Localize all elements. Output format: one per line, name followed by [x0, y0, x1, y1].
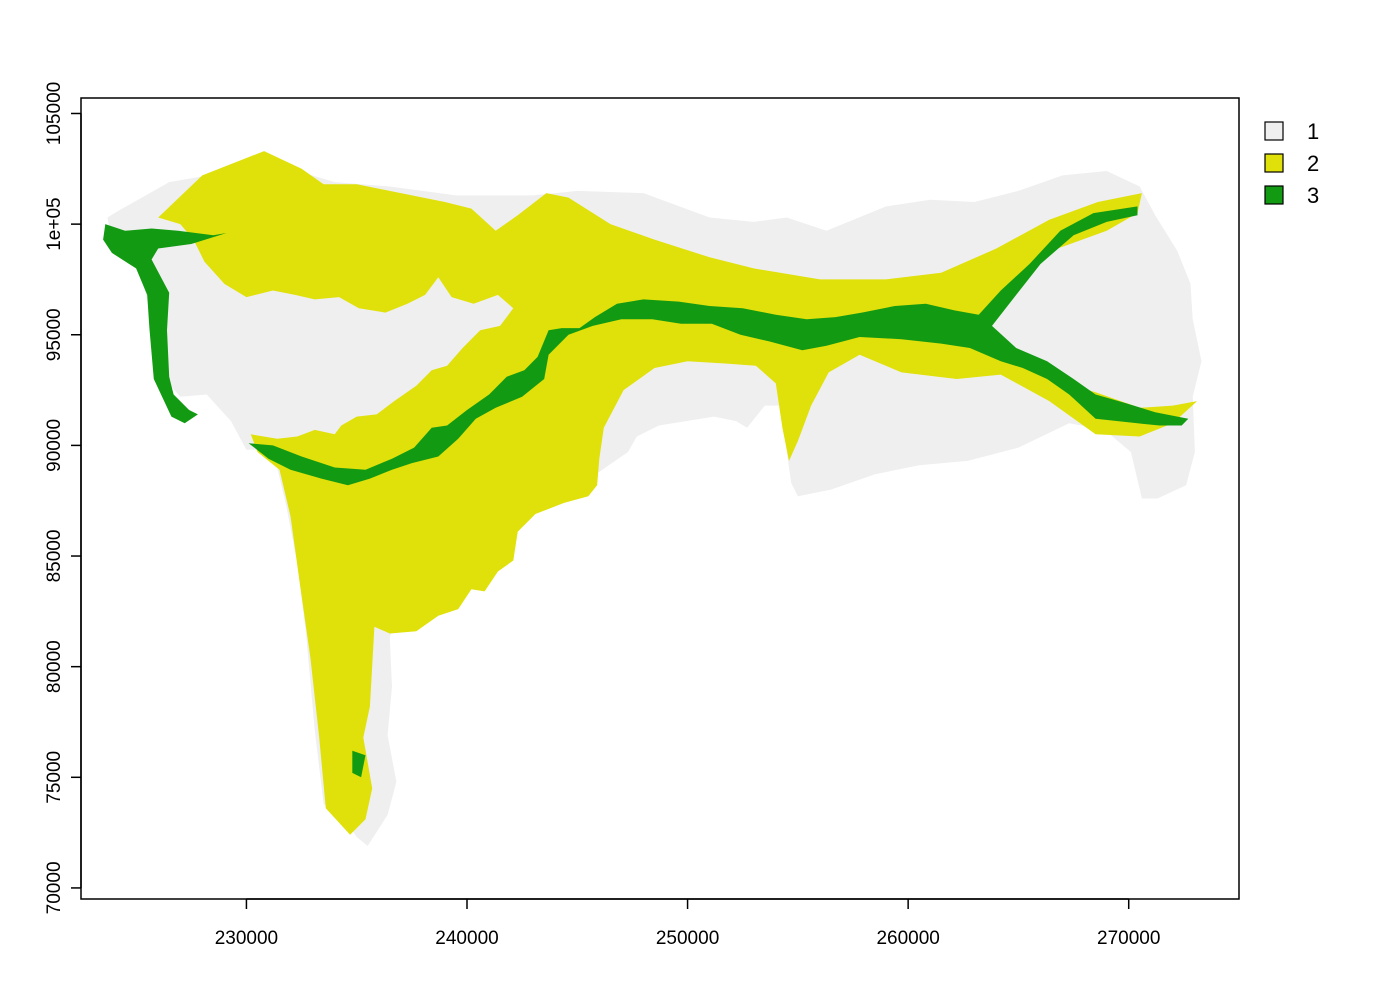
x-tick-label: 260000 [876, 928, 939, 949]
x-tick-label: 240000 [435, 928, 498, 949]
legend-swatch-1 [1264, 121, 1284, 141]
y-tick-label: 90000 [44, 419, 65, 472]
legend-label-3: 3 [1307, 183, 1319, 208]
class-3-region-2 [248, 206, 1189, 486]
y-axis: 70000 75000 80000 85000 90000 95000 1e+05 10500… [44, 82, 82, 914]
y-tick-label: 105000 [44, 82, 65, 145]
class-3-region-1 [103, 224, 227, 424]
y-tick-label: 85000 [44, 530, 65, 583]
x-tick-label: 270000 [1097, 928, 1160, 949]
raster-layer [103, 151, 1202, 846]
legend-label-2: 2 [1307, 151, 1319, 176]
y-tick-label: 75000 [44, 751, 65, 804]
legend-label-1: 1 [1307, 119, 1319, 144]
legend-swatch-2 [1264, 153, 1284, 173]
x-tick-label: 250000 [656, 928, 719, 949]
legend: 1 2 3 [1264, 119, 1319, 208]
y-tick-label: 80000 [44, 640, 65, 693]
legend-swatch-3 [1264, 185, 1284, 205]
class-3-region-3 [352, 750, 366, 778]
x-axis: 230000 240000 250000 260000 270000 [215, 898, 1160, 949]
x-tick-label: 230000 [215, 928, 278, 949]
y-tick-label: 95000 [44, 308, 65, 361]
y-tick-label: 1e+05 [44, 197, 65, 250]
y-tick-label: 70000 [44, 861, 65, 914]
